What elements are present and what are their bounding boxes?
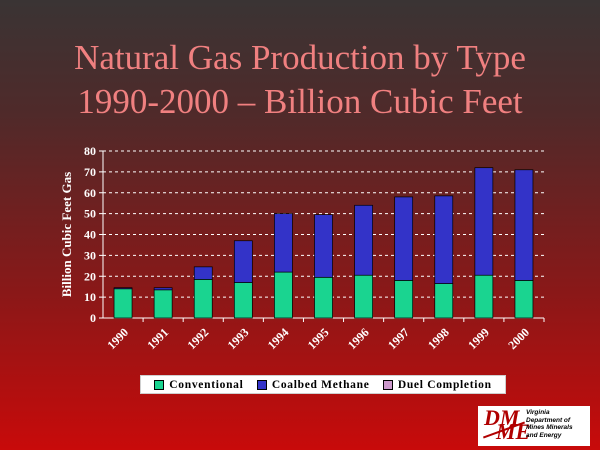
bar-coalbed-methane-1992	[193, 266, 213, 280]
x-tick-label-1993: 1993	[225, 325, 252, 352]
bar-coalbed-methane-1991	[153, 287, 173, 291]
y-tick-label: 10	[84, 290, 96, 304]
bar-coalbed-methane-1999	[474, 167, 494, 276]
y-tick-label: 0	[90, 311, 96, 325]
x-tick-label-2000: 2000	[505, 325, 532, 352]
bar-conventional-1993	[233, 282, 253, 319]
bar-conventional-1998	[434, 283, 454, 319]
logo-line-1: Virginia	[526, 409, 550, 416]
bar-conventional-1992	[193, 279, 213, 319]
bar-coalbed-methane-1993	[233, 240, 253, 283]
legend-item-duel-completion: Duel Completion	[382, 378, 492, 391]
x-tick-label-1997: 1997	[385, 325, 412, 352]
slide-title-line-2: 1990-2000 – Billion Cubic Feet	[77, 82, 523, 121]
legend-swatch-conventional	[154, 379, 165, 390]
logo-line-2: Department of	[526, 416, 571, 424]
x-tick-label-1996: 1996	[345, 325, 372, 352]
x-tick-label-1990: 1990	[104, 325, 131, 352]
legend-swatch-coalbed-methane	[256, 379, 267, 390]
y-axis-title: Billion Cubic Feet Gas	[59, 172, 74, 297]
slide-title-line-1: Natural Gas Production by Type	[74, 38, 526, 77]
y-tick-label: 40	[84, 228, 96, 242]
bar-conventional-1995	[314, 276, 333, 319]
legend-label-coalbed-methane: Coalbed Methane	[271, 378, 370, 391]
dmme-logo-text: Virginia Department of Mines Minerals an…	[526, 409, 588, 439]
bar-conventional-1991	[153, 289, 173, 319]
x-tick-label-1998: 1998	[425, 325, 452, 352]
logo-line-4: and Energy	[526, 431, 562, 439]
bar-conventional-1999	[474, 274, 494, 319]
dmme-logo-mark: DM ME	[482, 405, 531, 444]
y-tick-label: 60	[84, 186, 96, 200]
logo-line-3: Mines Minerals	[526, 424, 573, 431]
y-tick-label: 30	[84, 248, 96, 262]
legend-item-coalbed-methane: Coalbed Methane	[256, 378, 370, 391]
bar-conventional-1990	[113, 288, 133, 319]
bar-coalbed-methane-1997	[394, 196, 414, 281]
bar-conventional-1996	[354, 274, 373, 319]
legend-swatch-duel-completion	[382, 379, 393, 390]
x-tick-label-1994: 1994	[265, 325, 292, 352]
y-tick-label: 70	[84, 165, 96, 179]
bar-coalbed-methane-1998	[434, 195, 454, 284]
slide-title: Natural Gas Production by Type 1990-2000…	[0, 36, 600, 124]
legend-label-duel-completion: Duel Completion	[397, 378, 492, 391]
bar-conventional-2000	[514, 280, 534, 319]
bar-conventional-1997	[394, 280, 414, 319]
bar-coalbed-methane-1996	[354, 204, 373, 276]
y-tick-label: 20	[84, 269, 96, 283]
x-tick-label-1995: 1995	[305, 325, 332, 352]
bar-conventional-1994	[274, 271, 293, 319]
x-tick-label-1991: 1991	[144, 325, 171, 352]
x-tick-label-1992: 1992	[184, 325, 211, 352]
legend-item-conventional: Conventional	[154, 379, 243, 391]
bar-coalbed-methane-1995	[314, 214, 333, 278]
y-tick-label: 50	[84, 207, 96, 221]
x-tick-label-1999: 1999	[465, 325, 492, 352]
bar-coalbed-methane-1990	[113, 287, 133, 290]
bar-coalbed-methane-2000	[514, 169, 534, 281]
bar-coalbed-methane-1994	[274, 213, 293, 273]
legend-label-conventional: Conventional	[169, 378, 244, 391]
chart-legend: Conventional Coalbed Methane Duel Comple…	[140, 375, 506, 394]
y-tick-label: 80	[84, 144, 96, 158]
dmme-logo: DM ME Virginia Department of Mines Miner…	[478, 405, 590, 446]
